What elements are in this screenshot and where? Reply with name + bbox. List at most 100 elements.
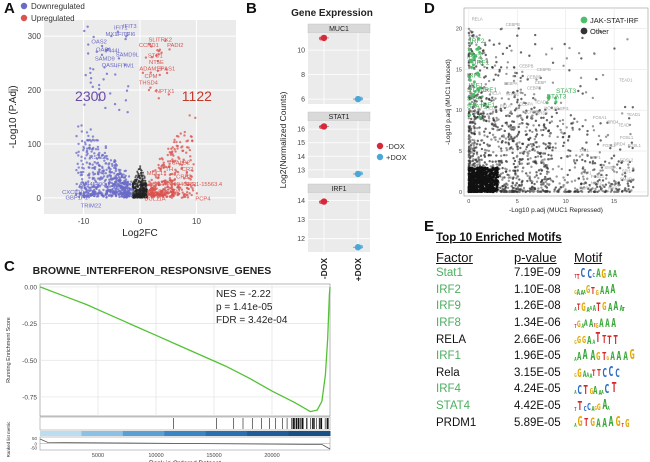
volcano-point-down <box>105 196 108 199</box>
scatter-point-other <box>621 178 624 182</box>
scatter-gray-label: CEBP <box>535 80 547 85</box>
motif-table-title: Top 10 Enriched Motifs <box>436 232 562 244</box>
motif-factor: IRF4 <box>436 383 461 396</box>
volcano-point-down <box>99 191 103 194</box>
volcano-point-down <box>83 183 87 186</box>
volcano-point-down <box>83 187 86 190</box>
volcano-point-down <box>95 162 98 165</box>
scatter-gray-label: CEBPB <box>519 64 533 69</box>
volcano-point-down <box>115 184 118 188</box>
scatter-point-other <box>628 190 631 194</box>
volcano-gene-label-up: CPM <box>145 74 158 80</box>
scatter-point-other <box>533 43 537 46</box>
volcano-point-up <box>188 114 191 117</box>
scatter-point-other <box>563 42 566 46</box>
scatter-point-other <box>515 107 518 110</box>
scatter-point-other <box>478 160 481 164</box>
scatter-point-other <box>497 145 501 148</box>
scatter-point-other <box>492 150 495 154</box>
volcano-point-ns <box>137 192 140 195</box>
scatter-gray-label: TEAD1 <box>627 112 641 117</box>
scatter-point-other <box>550 179 553 182</box>
facet-title-muc1: MUC1 <box>329 26 349 33</box>
scatter-point-other <box>627 188 630 191</box>
gsea-y-label: Running Enrichment Score <box>6 317 12 383</box>
volcano-point-down <box>91 163 94 166</box>
scatter-point-other <box>485 88 489 91</box>
scatter-point-other <box>467 125 471 128</box>
scatter-point-other <box>573 190 577 193</box>
scatter-point-other <box>580 57 583 60</box>
scatter-point-other <box>610 183 614 186</box>
volcano-point-down <box>128 187 132 191</box>
motif-pvalue: 4.24E-05 <box>514 383 561 396</box>
scatter-point-other <box>475 187 478 190</box>
scatter-point-other <box>562 64 565 68</box>
volcano-point-down <box>80 139 84 143</box>
gene-expression-legend-swatch <box>376 153 384 161</box>
scatter-point-other <box>629 132 632 136</box>
volcano-gene-label-down: GBP1P1 <box>65 195 88 201</box>
scatter-point-other <box>590 156 593 159</box>
scatter-point-other <box>484 151 487 155</box>
volcano-point-down <box>89 128 92 131</box>
scatter-point-other <box>612 154 616 157</box>
scatter-point-other <box>627 145 631 148</box>
panel-label-d: D <box>424 0 435 17</box>
scatter-point-other <box>512 162 516 166</box>
volcano-point-down <box>82 170 85 174</box>
scatter-point-other <box>559 101 563 105</box>
scatter-point-other <box>516 165 520 168</box>
scatter-point-other <box>499 186 502 189</box>
volcano-point-down <box>87 180 90 183</box>
scatter-gray-label: RELA <box>472 16 483 21</box>
scatter-point-other <box>513 136 516 139</box>
volcano-point-ns <box>132 185 135 188</box>
volcano-point-down <box>85 147 89 150</box>
scatter-point-jak-stat <box>477 73 481 77</box>
volcano-point-up <box>185 140 188 143</box>
volcano-point-down <box>118 195 121 199</box>
scatter-point-other <box>582 186 586 189</box>
volcano-gene-label-down: IFIT1 <box>114 26 128 32</box>
scatter-point-other <box>513 127 516 130</box>
scatter-point-other <box>581 158 584 162</box>
volcano-point-up <box>188 148 192 152</box>
scatter-point-other <box>519 51 523 54</box>
volcano-gene-label-up: MUC1 <box>147 171 163 177</box>
scatter-point-other <box>470 151 473 154</box>
scatter-point-other <box>630 141 634 144</box>
plus-dox-point <box>359 96 363 101</box>
scatter-point-other <box>544 143 547 146</box>
x-category-plus-dox: +DOX <box>353 258 363 282</box>
scatter-point-other <box>473 127 476 130</box>
volcano-point-down <box>91 85 94 89</box>
scatter-point-other <box>597 134 601 138</box>
volcano-point-down <box>106 174 109 178</box>
volcano-point-up <box>164 39 167 43</box>
scatter-point-other <box>542 142 545 145</box>
volcano-point-down <box>96 171 100 174</box>
volcano-point-down <box>81 180 84 184</box>
volcano-point-down <box>127 189 130 193</box>
scatter-point-other <box>549 131 553 135</box>
scatter-point-jak-stat <box>468 102 472 106</box>
scatter-point-other <box>585 171 589 175</box>
scatter-point-other <box>514 184 517 187</box>
scatter-point-other <box>516 98 519 102</box>
scatter-point-other <box>568 154 572 158</box>
scatter-point-other <box>473 122 477 125</box>
scatter-point-other <box>582 178 585 181</box>
volcano-point-down <box>117 188 120 191</box>
scatter-point-other <box>500 149 503 153</box>
scatter-point-other <box>478 166 481 169</box>
scatter-point-other <box>521 118 524 121</box>
volcano-point-down <box>110 195 113 198</box>
scatter-point-other <box>467 27 471 31</box>
scatter-point-other <box>481 63 484 67</box>
scatter-point-other <box>521 170 524 173</box>
motif-row: IRF8 1.34E-06 T G A A A T G A A A <box>436 315 646 332</box>
scatter-point-other <box>496 166 499 169</box>
